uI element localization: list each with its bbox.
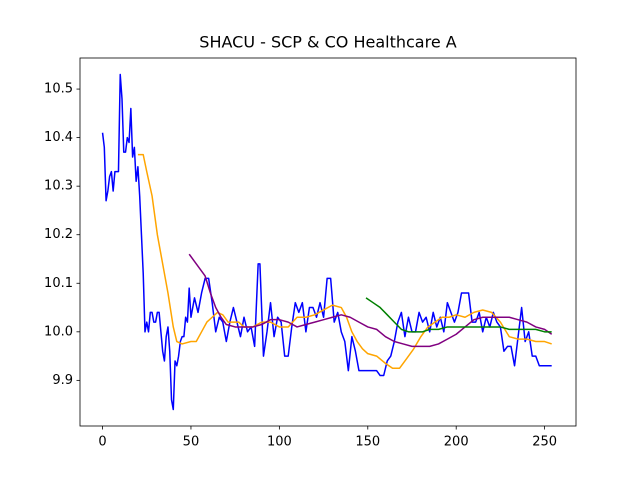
line-series — [365, 297, 552, 333]
x-tick-label: 200 — [444, 435, 469, 450]
x-tick-label: 50 — [183, 435, 200, 450]
y-tick-label: 10.4 — [44, 130, 73, 145]
line-series — [101, 73, 552, 411]
y-tick-label: 9.9 — [52, 373, 73, 388]
y-tick-label: 10.5 — [44, 82, 73, 97]
x-tick-label: 0 — [98, 435, 106, 450]
y-tick-label: 10.3 — [44, 179, 73, 194]
plot-frame — [79, 57, 577, 427]
x-tick-label: 100 — [267, 435, 292, 450]
line-series — [137, 153, 552, 369]
y-tick-label: 10.0 — [44, 324, 73, 339]
x-tick-label: 250 — [532, 435, 557, 450]
y-tick-label: 10.2 — [44, 227, 73, 242]
chart-title: SHACU - SCP & CO Healthcare A — [199, 33, 456, 52]
line-series — [188, 253, 553, 348]
x-tick-label: 150 — [355, 435, 380, 450]
y-tick-label: 10.1 — [44, 276, 73, 291]
